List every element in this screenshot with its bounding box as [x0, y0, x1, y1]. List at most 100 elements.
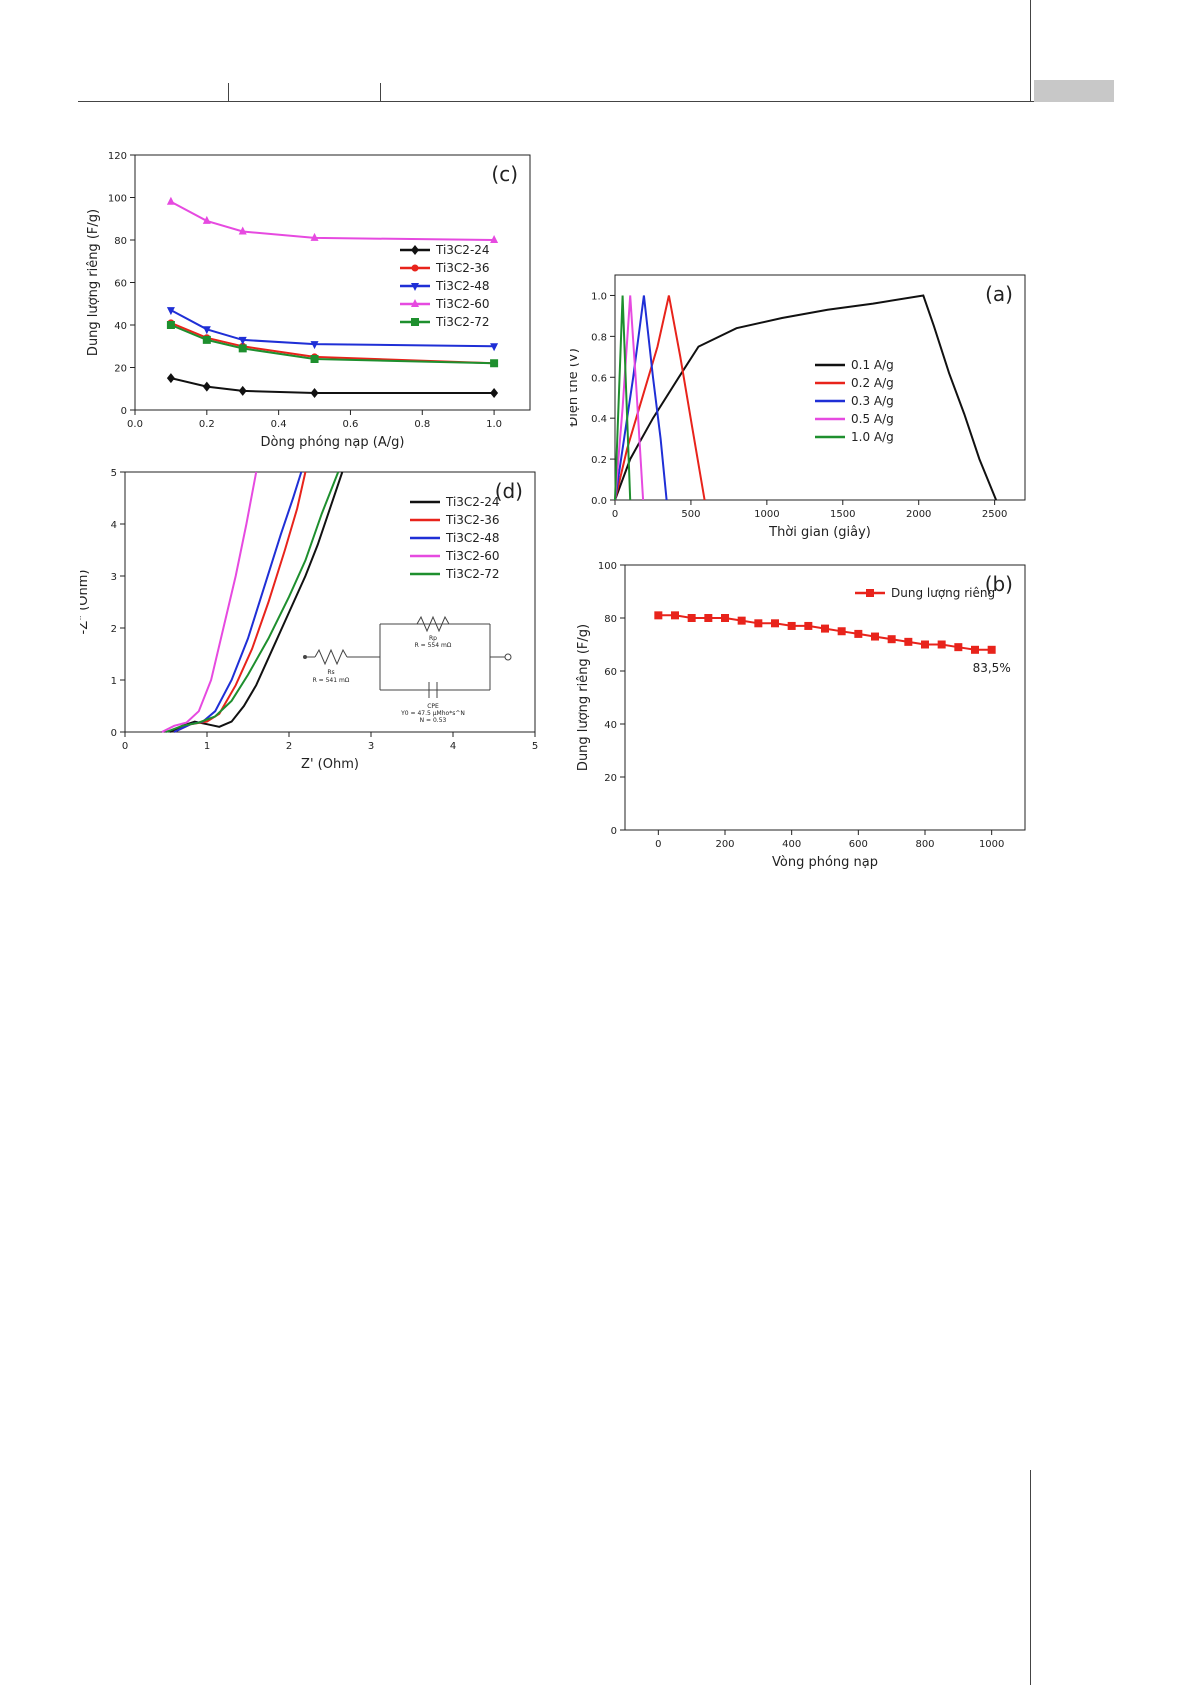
chart-a-charge-discharge: 0 500 1000 1500 2000 2500 0.0 0.2 0.4 0.6 0.8 1.0 Th…: [570, 274, 1026, 540]
rp-value: R = 554 mΩ: [415, 642, 452, 649]
data-point-4: [166, 321, 175, 329]
y-tick-label: 0: [111, 728, 117, 739]
rp-label: Rp: [429, 635, 437, 642]
data-point-3: [238, 226, 247, 235]
y-tick-label: 40: [114, 321, 127, 332]
data-point-0: [721, 614, 729, 622]
y-tick-label: 20: [604, 773, 617, 784]
y-tick-label: 60: [114, 279, 127, 290]
data-point-0: [804, 621, 813, 630]
series-line-4: [614, 295, 632, 501]
retention-annotation: 83,5%: [973, 661, 1011, 675]
legend-marker-0: [411, 245, 419, 255]
x-tick-label: 800: [915, 839, 934, 850]
legend-entry-2: 0.3 A/g: [851, 394, 894, 408]
x-tick-label: 1000: [979, 839, 1004, 850]
legend-marker-3: [411, 299, 419, 307]
x-axis-label: Thời gian (giây): [768, 525, 871, 540]
x-tick-label: 2000: [906, 509, 931, 520]
y-axis-label: Dung lượng riêng (F/g): [576, 624, 591, 771]
data-point-0: [787, 621, 796, 630]
data-point-0: [671, 611, 679, 620]
x-tick-label: 0.8: [414, 419, 430, 430]
series-line-2: [614, 295, 668, 501]
cpe-value: Y0 = 47.5 µMho*s^N: [400, 710, 465, 717]
series-line-0: [169, 471, 344, 733]
y-tick-label: 60: [604, 667, 617, 678]
x-tick-label: 5: [532, 741, 538, 752]
header-divider-1: [228, 83, 229, 101]
y-tick-label: 40: [604, 720, 617, 731]
x-tick-label: 0: [612, 509, 618, 520]
data-point-4: [310, 355, 319, 363]
x-tick-label: 2: [286, 741, 292, 752]
chart-d-nyquist: 0 1 2 3 4 5 0 1 2 3 4 5 Z' (Ohm) -Z" (Ohm) (d)Ti3C2-24…: [80, 468, 538, 772]
panel-label: (b): [985, 572, 1013, 596]
data-point-2: [202, 326, 211, 335]
data-point-2: [166, 307, 175, 316]
circuit-terminal-left: [303, 655, 307, 659]
y-tick-label: 80: [114, 236, 127, 247]
y-tick-label: 5: [111, 468, 117, 479]
x-axis-label: Z' (Ohm): [301, 757, 359, 772]
series-line-0: [170, 377, 495, 394]
y-tick-label: 0.6: [591, 373, 607, 384]
data-point-0: [771, 619, 779, 628]
series-line-4: [165, 471, 340, 733]
cpe-label: CPE: [427, 703, 439, 710]
legend-entry-4: Ti3C2-72: [445, 567, 500, 581]
legend-entry-3: Ti3C2-60: [445, 549, 500, 563]
y-tick-label: 0: [121, 406, 127, 417]
margin-rule-top: [1030, 0, 1031, 101]
chart-c-specific-capacitance-vs-current: 0.0 0.2 0.4 0.6 0.8 1.0 0 20 40 60 80 100 120 Dòng ph…: [86, 151, 531, 450]
legend-entry-2: Ti3C2-48: [445, 531, 500, 545]
legend-marker-1: [411, 264, 419, 272]
y-tick-label: 120: [108, 151, 127, 162]
y-tick-label: 0: [611, 826, 617, 837]
series-line-0: [614, 294, 998, 501]
y-tick-label: 0.2: [591, 455, 607, 466]
legend-entry-4: 1.0 A/g: [851, 430, 894, 444]
data-point-4: [490, 359, 499, 368]
x-tick-label: 1: [204, 741, 210, 752]
rs-value: R = 541 mΩ: [313, 677, 350, 684]
legend-entry-0: 0.1 A/g: [851, 358, 894, 372]
x-tick-label: 0.6: [343, 419, 359, 430]
y-tick-label: 3: [111, 572, 117, 583]
legend-entry-3: 0.5 A/g: [851, 412, 894, 426]
x-tick-label: 400: [782, 839, 801, 850]
series-line-1: [614, 295, 706, 501]
data-point-3: [310, 232, 319, 241]
data-point-0: [821, 624, 829, 633]
x-tick-label: 0: [655, 839, 661, 850]
legend-entry-2: Ti3C2-48: [435, 279, 490, 293]
series-line-3: [161, 471, 258, 733]
x-tick-label: 1000: [754, 509, 779, 520]
circuit-terminal-right: [504, 653, 512, 661]
x-tick-label: 200: [715, 839, 734, 850]
data-point-0: [202, 381, 211, 392]
panel-label: (d): [495, 479, 523, 503]
resistor-rs-icon: [314, 648, 348, 666]
legend-entry-0: Dung lượng riêng: [891, 586, 995, 600]
data-point-0: [937, 640, 946, 649]
resistor-rp-icon: [416, 615, 450, 633]
legend-marker-4: [411, 318, 419, 326]
data-point-0: [310, 388, 319, 398]
data-point-0: [687, 614, 696, 622]
y-tick-label: 4: [111, 520, 117, 531]
x-tick-label: 0.0: [127, 419, 143, 430]
x-tick-label: 500: [681, 509, 700, 520]
legend-entry-3: Ti3C2-60: [435, 297, 490, 311]
plot-frame: [124, 471, 536, 733]
series-line-3: [170, 200, 495, 241]
data-point-0: [887, 635, 896, 644]
legend-entry-1: Ti3C2-36: [445, 513, 500, 527]
y-tick-label: 0.8: [591, 332, 607, 343]
y-tick-label: 2: [111, 624, 117, 635]
header-rule: [78, 101, 1108, 102]
legend-marker-0: [866, 589, 874, 597]
y-axis-label: Dung lượng riêng (F/g): [86, 209, 101, 356]
legend-entry-4: Ti3C2-72: [435, 315, 490, 329]
y-tick-label: 0.4: [591, 414, 607, 425]
